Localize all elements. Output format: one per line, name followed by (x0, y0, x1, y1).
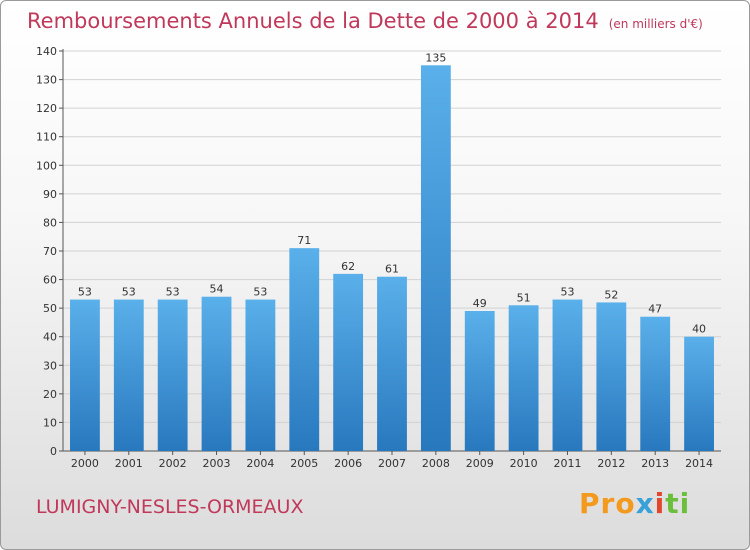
data-label: 71 (297, 234, 311, 247)
data-label: 47 (648, 303, 662, 316)
x-tick-label: 2009 (466, 457, 494, 470)
data-label: 53 (560, 286, 574, 299)
chart-title-text: Remboursements Annuels de la Dette de 20… (27, 9, 599, 33)
y-tick-label: 70 (43, 245, 57, 258)
bar[interactable] (684, 336, 714, 451)
data-label: 62 (341, 260, 355, 273)
logo-part: ti (665, 487, 691, 520)
data-label: 40 (692, 323, 706, 336)
bar[interactable] (113, 299, 144, 451)
bar[interactable] (596, 302, 627, 451)
x-tick-label: 2005 (290, 457, 318, 470)
x-tick-label: 2004 (246, 457, 274, 470)
data-label: 52 (604, 288, 618, 301)
logo-part: x (635, 487, 655, 520)
proxiti-logo[interactable]: Proxiti (579, 487, 690, 520)
bar[interactable] (640, 316, 671, 451)
data-label: 53 (253, 286, 267, 299)
bar[interactable] (289, 248, 320, 451)
y-tick-label: 50 (43, 302, 57, 315)
x-tick-label: 2006 (334, 457, 362, 470)
x-tick-label: 2001 (115, 457, 143, 470)
x-tick-label: 2014 (685, 457, 713, 470)
y-tick-label: 120 (36, 102, 57, 115)
bar[interactable] (70, 299, 100, 451)
x-tick-label: 2012 (597, 457, 625, 470)
chart-unit: (en milliers d'€) (608, 17, 703, 31)
bar[interactable] (201, 296, 232, 451)
logo-part: i (654, 487, 666, 520)
data-label: 61 (385, 263, 399, 276)
y-tick-label: 40 (43, 331, 57, 344)
bar[interactable] (464, 311, 495, 451)
y-tick-label: 10 (43, 416, 57, 429)
y-tick-label: 30 (43, 359, 57, 372)
bar[interactable] (420, 65, 451, 452)
y-tick-label: 130 (36, 74, 57, 87)
y-tick-label: 80 (43, 216, 57, 229)
data-label: 53 (166, 286, 180, 299)
bar[interactable] (508, 305, 539, 451)
y-tick-label: 0 (50, 445, 57, 458)
y-tick-label: 60 (43, 274, 57, 287)
x-tick-label: 2007 (378, 457, 406, 470)
data-label: 53 (122, 286, 136, 299)
y-tick-label: 140 (36, 45, 57, 58)
bar[interactable] (245, 299, 276, 451)
y-tick-label: 90 (43, 188, 57, 201)
x-tick-label: 2013 (641, 457, 669, 470)
bar[interactable] (333, 273, 364, 451)
data-label: 51 (517, 291, 531, 304)
bar[interactable] (552, 299, 583, 451)
bar[interactable] (157, 299, 188, 451)
data-label: 53 (78, 286, 92, 299)
logo-part: Pro (579, 487, 636, 520)
x-tick-label: 2010 (510, 457, 538, 470)
x-tick-label: 2008 (422, 457, 450, 470)
bar-layer (70, 65, 714, 452)
data-label: 135 (425, 51, 446, 64)
label-layer: 53 2000 53 2001 53 2002 54 2003 53 2004 71 2005 62 20… (71, 51, 713, 470)
chart-title: Remboursements Annuels de la Dette de 20… (27, 9, 703, 33)
data-label: 54 (210, 283, 224, 296)
y-tick-label: 100 (36, 159, 57, 172)
x-tick-label: 2002 (159, 457, 187, 470)
x-tick-label: 2003 (203, 457, 231, 470)
data-label: 49 (473, 297, 487, 310)
x-tick-label: 2011 (553, 457, 581, 470)
bar[interactable] (377, 276, 407, 451)
town-name: LUMIGNY-NESLES-ORMEAUX (36, 496, 304, 518)
y-tick-label: 20 (43, 388, 57, 401)
y-tick-label: 110 (36, 131, 57, 144)
x-tick-label: 2000 (71, 457, 99, 470)
